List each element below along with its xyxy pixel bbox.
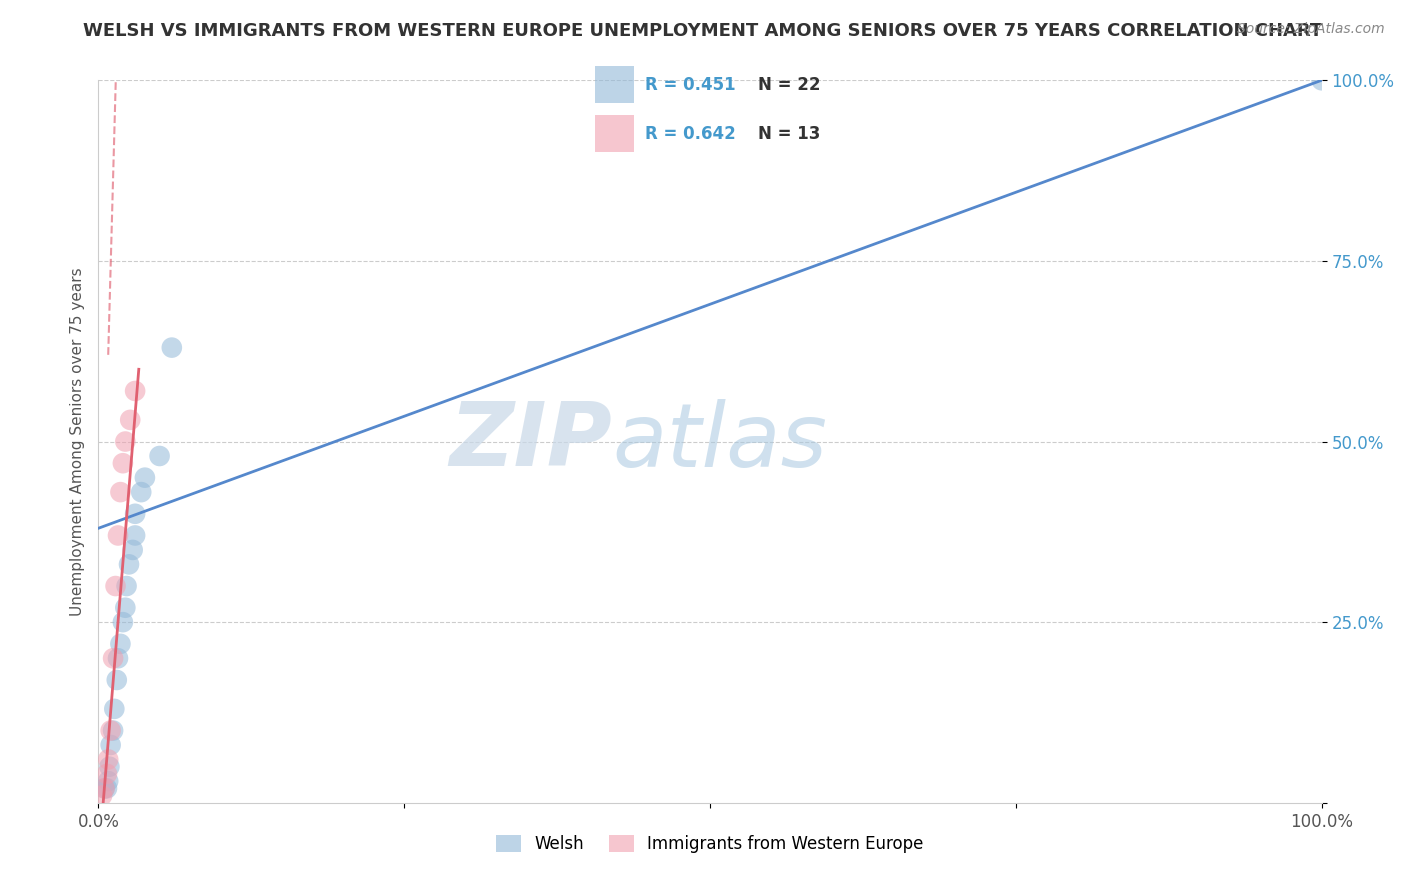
Point (124, 528, 146, 542)
Point (1310, 73, 1333, 87)
Text: WELSH VS IMMIGRANTS FROM WESTERN EUROPE UNEMPLOYMENT AMONG SENIORS OVER 75 YEARS: WELSH VS IMMIGRANTS FROM WESTERN EUROPE … (83, 22, 1323, 40)
Text: Source: ZipAtlas.com: Source: ZipAtlas.com (1237, 22, 1385, 37)
Point (101, 723, 124, 738)
Point (115, 579, 138, 593)
Point (107, 528, 129, 542)
Point (110, 485, 132, 500)
Point (110, 637, 132, 651)
Point (100, 738, 122, 752)
Point (114, 434, 136, 449)
Point (111, 456, 134, 470)
Y-axis label: Unemployment Among Seniors over 75 years: Unemployment Among Seniors over 75 years (69, 268, 84, 615)
FancyBboxPatch shape (595, 66, 634, 103)
Point (104, 579, 127, 593)
Text: N = 22: N = 22 (758, 76, 820, 94)
Point (121, 542, 143, 557)
FancyBboxPatch shape (595, 115, 634, 153)
Point (107, 651, 129, 665)
Point (134, 470, 156, 484)
Text: ZIP: ZIP (450, 398, 612, 485)
Point (97, 774, 120, 789)
Point (93, 781, 115, 796)
Point (149, 449, 172, 463)
Point (96, 781, 118, 796)
Point (124, 507, 146, 521)
Point (118, 558, 141, 572)
Point (93, 781, 115, 796)
Point (114, 600, 136, 615)
Point (97, 752, 120, 766)
Point (100, 723, 122, 738)
Point (96, 767, 118, 781)
Point (105, 673, 128, 687)
Legend: Welsh, Immigrants from Western Europe: Welsh, Immigrants from Western Europe (489, 828, 931, 860)
Point (91, 789, 114, 803)
Text: N = 13: N = 13 (758, 125, 820, 143)
Text: R = 0.642: R = 0.642 (645, 125, 737, 143)
Text: atlas: atlas (612, 399, 827, 484)
Text: R = 0.451: R = 0.451 (645, 76, 735, 94)
Point (111, 615, 134, 630)
Point (160, 341, 183, 355)
Point (101, 651, 124, 665)
Point (103, 702, 125, 716)
Point (129, 485, 152, 500)
Point (124, 384, 146, 398)
Point (98, 760, 121, 774)
Point (120, 413, 142, 427)
